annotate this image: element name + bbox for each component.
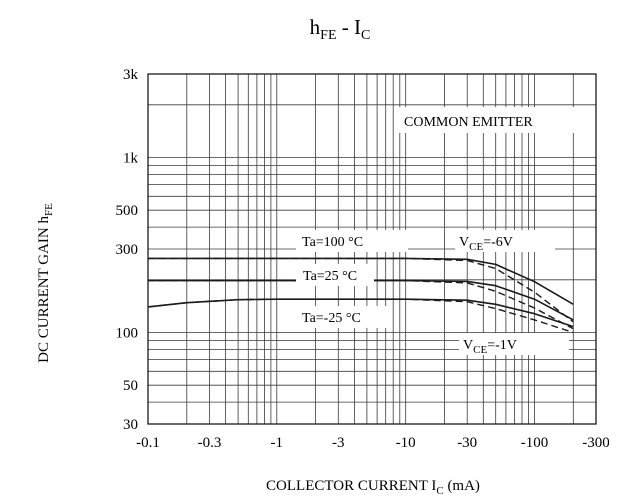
x-tick-label: -10 [396, 435, 416, 451]
y-tick-labels: 30 50 100 300 500 1k 3k [116, 67, 139, 433]
chart-series [147, 257, 574, 334]
chart-title: hFE - IC [310, 15, 371, 43]
y-tick-label: 1k [123, 151, 139, 167]
series-line [148, 279, 574, 321]
series-line [148, 257, 574, 305]
y-tick-label: 30 [123, 417, 138, 433]
x-tick-label: -1 [271, 435, 284, 451]
svg-text:VCE=-6V: VCE=-6V [459, 235, 513, 253]
x-tick-label: -0.3 [198, 435, 222, 451]
x-tick-label: -300 [582, 435, 610, 451]
y-tick-label: 50 [123, 378, 138, 394]
x-tick-label: -100 [521, 435, 549, 451]
y-axis-label: DC CURRENT GAIN hFE [36, 203, 55, 363]
x-tick-label: -0.1 [136, 435, 160, 451]
series-line [148, 257, 574, 323]
series-label-ta-minus-25: Ta=-25 °C [296, 306, 388, 328]
vce-high-label: VCE=-6V [455, 230, 555, 253]
common-emitter-label: COMMON EMITTER [398, 107, 584, 133]
x-axis-label: COLLECTOR CURRENT IC (mA) [266, 478, 480, 497]
svg-text:Ta=-25 °C: Ta=-25 °C [302, 311, 361, 326]
plot-frame [147, 73, 597, 425]
svg-text:VCE=-1V: VCE=-1V [463, 338, 517, 356]
x-tick-labels: -0.1 -0.3 -1 -3 -10 -30 -100 -300 [136, 435, 610, 451]
y-tick-label: 100 [116, 326, 139, 342]
svg-text:COMMON EMITTER: COMMON EMITTER [404, 115, 533, 130]
y-tick-label: 300 [116, 242, 139, 258]
x-tick-label: -3 [332, 435, 345, 451]
svg-text:Ta=25 °C: Ta=25 °C [303, 269, 357, 284]
x-tick-label: -30 [457, 435, 477, 451]
series-line [147, 298, 574, 334]
svg-text:Ta=100 °C: Ta=100 °C [302, 235, 363, 250]
y-tick-label: 3k [123, 67, 139, 83]
series-label-ta-100: Ta=100 °C [296, 230, 408, 252]
y-tick-label: 500 [116, 203, 139, 219]
series-line [148, 279, 574, 330]
series-label-ta-25: Ta=25 °C [296, 264, 374, 286]
vce-low-label: VCE=-1V [459, 333, 569, 356]
